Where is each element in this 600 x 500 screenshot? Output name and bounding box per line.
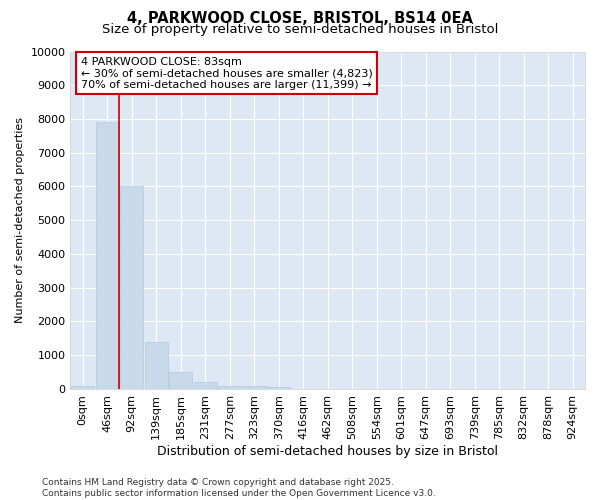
Text: Contains HM Land Registry data © Crown copyright and database right 2025.
Contai: Contains HM Land Registry data © Crown c… xyxy=(42,478,436,498)
Text: Size of property relative to semi-detached houses in Bristol: Size of property relative to semi-detach… xyxy=(102,22,498,36)
Bar xyxy=(194,382,217,389)
Bar xyxy=(95,122,119,389)
Text: 4 PARKWOOD CLOSE: 83sqm
← 30% of semi-detached houses are smaller (4,823)
70% of: 4 PARKWOOD CLOSE: 83sqm ← 30% of semi-de… xyxy=(81,56,373,90)
Bar xyxy=(267,388,290,389)
Bar xyxy=(218,386,241,389)
Bar xyxy=(242,386,266,389)
Bar xyxy=(169,372,193,389)
Bar xyxy=(120,186,143,389)
X-axis label: Distribution of semi-detached houses by size in Bristol: Distribution of semi-detached houses by … xyxy=(157,444,498,458)
Bar xyxy=(71,386,94,389)
Y-axis label: Number of semi-detached properties: Number of semi-detached properties xyxy=(15,117,25,323)
Bar xyxy=(145,342,168,389)
Text: 4, PARKWOOD CLOSE, BRISTOL, BS14 0EA: 4, PARKWOOD CLOSE, BRISTOL, BS14 0EA xyxy=(127,11,473,26)
